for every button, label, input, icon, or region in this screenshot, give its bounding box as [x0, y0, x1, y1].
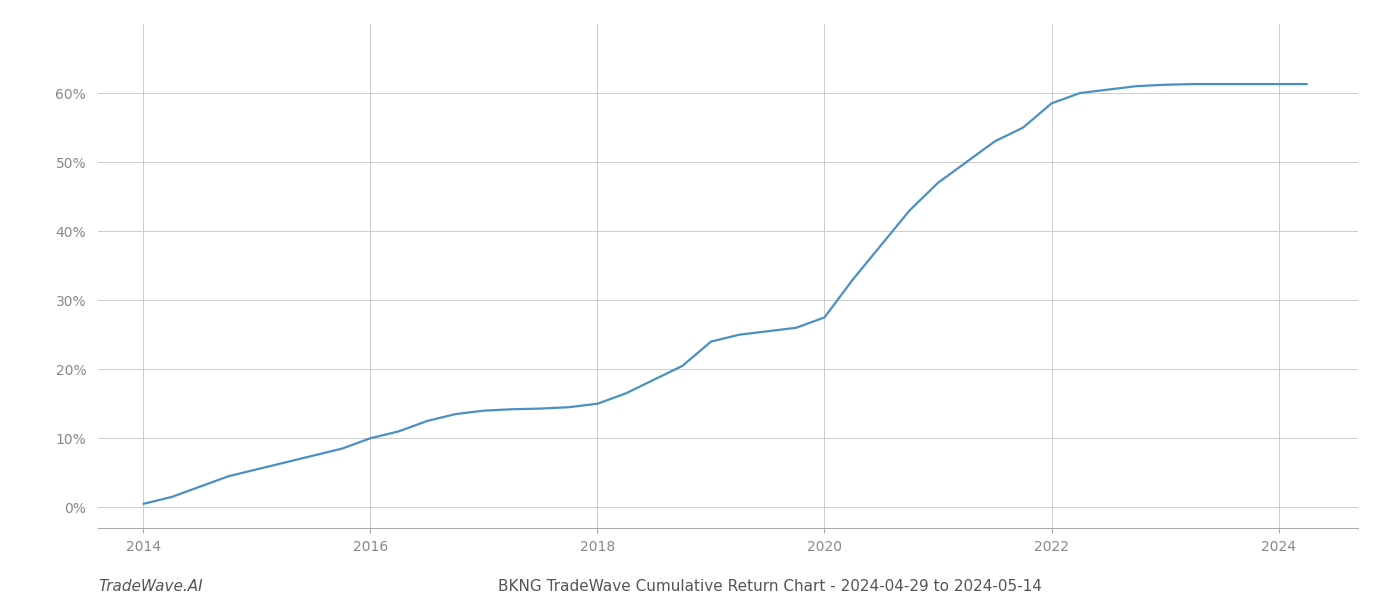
Text: BKNG TradeWave Cumulative Return Chart - 2024-04-29 to 2024-05-14: BKNG TradeWave Cumulative Return Chart -… [498, 579, 1042, 594]
Text: TradeWave.AI: TradeWave.AI [98, 579, 203, 594]
